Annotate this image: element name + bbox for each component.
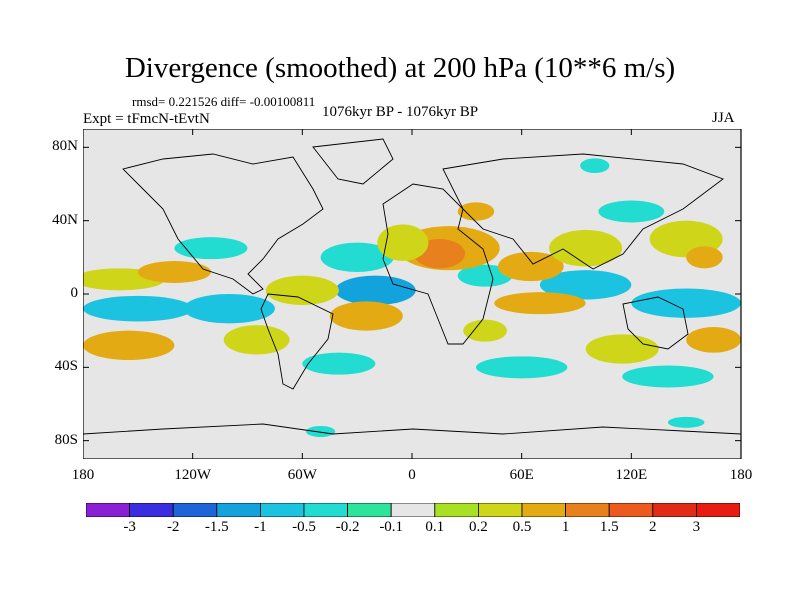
negative-anomaly-6 — [457, 264, 513, 287]
period-label: 1076kyr BP - 1076kyr BP — [322, 104, 479, 120]
experiment-label: Expt = tFmcN-tEvtN — [83, 111, 210, 127]
coast-greenland — [312, 138, 394, 185]
colorbar-swatch-7 — [390, 503, 436, 517]
positive-anomaly-3 — [457, 202, 495, 221]
colorbar-label: -0.1 — [379, 519, 404, 535]
lat-label: 40S — [54, 358, 78, 375]
axis-ticks — [83, 129, 742, 459]
negative-anomaly-9 — [475, 356, 568, 379]
lon-label: 0 — [408, 467, 416, 483]
positive-anomaly-14 — [494, 292, 586, 315]
positive-anomaly-16 — [686, 327, 741, 353]
map-plot — [83, 129, 742, 459]
negative-anomaly-3 — [320, 242, 394, 272]
stats-text: rmsd= 0.221526 diff= -0.00100811 — [132, 94, 316, 109]
colorbar-swatch-3 — [216, 503, 261, 517]
colorbar — [86, 503, 740, 517]
lon-label: 180 — [729, 467, 753, 483]
positive-anomaly-9 — [137, 261, 211, 283]
colorbar-label: -3 — [123, 519, 136, 535]
negative-anomaly-2 — [335, 275, 416, 305]
negative-anomaly-14 — [667, 416, 705, 428]
coast-asia — [442, 153, 724, 270]
positive-anomaly-2 — [377, 224, 429, 261]
positive-anomaly-10 — [265, 275, 339, 305]
colorbar-swatch-12 — [608, 503, 654, 517]
colorbar-swatch-13 — [652, 503, 697, 517]
colorbar-swatch-6 — [347, 503, 392, 517]
colorbar-label: -0.2 — [335, 519, 360, 535]
positive-anomaly-4 — [497, 251, 564, 282]
lat-label: 40N — [52, 211, 78, 228]
positive-anomaly-17 — [463, 319, 508, 342]
colorbar-label: 1.5 — [599, 519, 619, 535]
negative-anomaly-4 — [539, 270, 632, 300]
positive-anomaly-7 — [686, 246, 723, 269]
colorbar-label: -1.5 — [204, 519, 229, 535]
divergence-field — [83, 158, 741, 437]
coast-europe-africa — [382, 183, 494, 345]
colorbar-swatch-8 — [434, 503, 479, 517]
colorbar-label: 0.1 — [425, 519, 445, 535]
colorbar-label: 1 — [561, 519, 570, 535]
lon-label: 120E — [615, 467, 648, 483]
colorbar-label: 2 — [649, 519, 657, 535]
colorbar-swatch-4 — [259, 503, 305, 517]
negative-anomaly-7 — [174, 237, 248, 260]
colorbar-swatch-11 — [565, 503, 610, 517]
colorbar-label: 0.2 — [469, 519, 488, 535]
colorbar-label: -0.5 — [292, 519, 316, 535]
colorbar-swatch-0 — [86, 503, 130, 517]
lon-label: 60W — [287, 467, 317, 483]
negative-anomaly-5 — [631, 288, 741, 318]
positive-anomaly-12 — [83, 330, 175, 360]
positive-anomaly-15 — [585, 334, 659, 364]
lat-label: 80S — [54, 431, 78, 448]
season-label: JJA — [712, 110, 735, 126]
colorbar-swatch-5 — [303, 503, 348, 517]
colorbar-swatch-9 — [477, 503, 523, 517]
colorbar-label: 3 — [692, 519, 701, 535]
colorbar-label: -1 — [254, 519, 267, 535]
negative-anomaly-12 — [580, 158, 610, 173]
coast-australia — [622, 296, 689, 350]
colorbar-swatch-1 — [129, 503, 174, 517]
positive-anomaly-11 — [329, 301, 403, 331]
positive-anomaly-13 — [223, 325, 290, 355]
negative-anomaly-13 — [305, 426, 336, 437]
negative-anomaly-11 — [622, 365, 714, 388]
lat-label: 80N — [52, 138, 78, 155]
lon-label: 60E — [509, 467, 534, 483]
lon-label: 120W — [174, 467, 211, 483]
coastlines — [83, 138, 741, 435]
colorbar-label: 0.5 — [512, 519, 532, 535]
coast-south-america — [260, 293, 334, 390]
colorbar-label: -2 — [166, 519, 180, 535]
colorbar-swatch-2 — [172, 503, 218, 517]
negative-anomaly-0 — [83, 295, 193, 322]
negative-anomaly-10 — [302, 352, 376, 375]
positive-anomaly-5 — [549, 229, 623, 267]
page-title: Divergence (smoothed) at 200 hPa (10**6 … — [124, 52, 676, 84]
negative-anomaly-8 — [598, 200, 665, 223]
negative-anomaly-1 — [183, 294, 275, 324]
coast-antarctica — [83, 423, 741, 435]
coast-north-america — [122, 153, 324, 295]
lat-label: 0 — [70, 285, 79, 301]
colorbar-swatch-14 — [696, 503, 740, 517]
lon-label: 180 — [71, 467, 95, 483]
colorbar-swatch-10 — [521, 503, 566, 517]
